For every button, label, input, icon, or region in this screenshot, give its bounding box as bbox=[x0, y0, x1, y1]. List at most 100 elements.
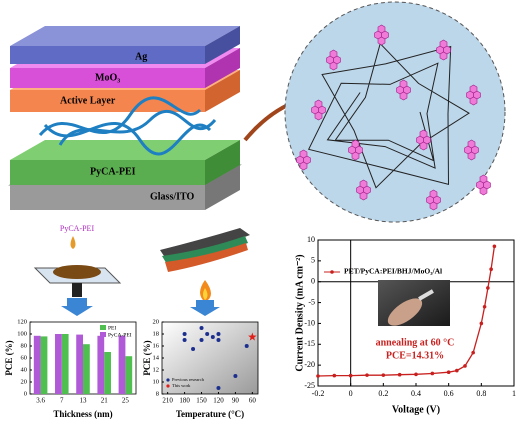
x-tick-label: 0.4 bbox=[411, 389, 421, 398]
legend-swatch bbox=[100, 332, 106, 337]
point bbox=[210, 335, 215, 339]
molecule bbox=[296, 24, 491, 211]
layer-label: PyCA-PEI bbox=[90, 166, 136, 177]
pyrene-ring bbox=[419, 141, 428, 151]
jv-marker bbox=[430, 371, 435, 376]
bar bbox=[97, 335, 105, 394]
x-axis-label: Voltage (V) bbox=[392, 404, 440, 415]
x-tick-label: 60 bbox=[249, 397, 257, 405]
y-tick-label: 120 bbox=[17, 318, 27, 325]
pyrene-ring bbox=[467, 139, 476, 149]
pyrene-ring bbox=[479, 174, 488, 184]
legend-marker bbox=[166, 384, 170, 388]
pyrene-ring bbox=[299, 149, 308, 159]
pyrene-ring bbox=[439, 51, 448, 61]
y-tick-label: 18 bbox=[153, 330, 160, 337]
pyrene-ring bbox=[314, 99, 323, 109]
legend-label: PET/PyCA:PEI/BHJ/MoO₃/Al bbox=[344, 267, 442, 276]
pyrene-ring bbox=[351, 139, 360, 149]
annotation: annealing at 60 °C bbox=[376, 337, 455, 348]
device-strip bbox=[418, 289, 434, 301]
y-tick-label: 5 bbox=[311, 256, 315, 265]
y-tick-label: 20 bbox=[153, 318, 160, 325]
legend-swatch bbox=[100, 325, 106, 330]
pyrene-ring bbox=[377, 36, 386, 46]
pyrene-ring bbox=[469, 96, 478, 106]
jv-marker bbox=[316, 374, 320, 378]
pyrene-ring bbox=[429, 201, 438, 211]
y-axis-label: PCE (%) bbox=[4, 340, 14, 375]
point bbox=[216, 338, 221, 342]
spin-coater bbox=[33, 236, 122, 297]
y-tick-label: 16 bbox=[153, 342, 160, 349]
jv-marker bbox=[332, 373, 337, 378]
pyrene-ring bbox=[429, 189, 438, 199]
x-tick-label: 0.6 bbox=[444, 389, 454, 398]
y-tick-label: -25 bbox=[304, 381, 315, 390]
pyrene-ring bbox=[419, 129, 428, 139]
x-axis-label: Temperature (°C) bbox=[176, 409, 244, 419]
x-tick-label: 0 bbox=[349, 389, 353, 398]
flexible-film bbox=[160, 228, 250, 302]
jv-marker bbox=[381, 373, 386, 377]
point bbox=[191, 347, 196, 351]
jv-marker bbox=[492, 244, 497, 249]
legend-label: This work bbox=[172, 383, 191, 388]
legend-marker bbox=[330, 270, 334, 274]
pyrene-ring bbox=[439, 39, 448, 49]
y-tick-label: 10 bbox=[307, 235, 315, 244]
pyrene-ring bbox=[299, 161, 308, 171]
bar bbox=[83, 344, 90, 394]
bar bbox=[104, 352, 111, 394]
pyrene-ring bbox=[399, 91, 408, 101]
bar bbox=[40, 336, 48, 394]
layer-label: Glass/ITO bbox=[150, 191, 194, 202]
point bbox=[216, 332, 221, 336]
legend-label: Previous research bbox=[172, 377, 205, 382]
y-tick-label: -20 bbox=[304, 360, 315, 369]
y-tick-label: 10 bbox=[153, 378, 160, 385]
jv-marker bbox=[397, 372, 402, 377]
backbone bbox=[307, 42, 470, 189]
down-arrow bbox=[61, 298, 93, 316]
jv-marker bbox=[365, 373, 369, 377]
x-tick-label: 210 bbox=[162, 397, 173, 405]
x-tick-label: 3.6 bbox=[36, 397, 45, 405]
layer-label: Active Layer bbox=[60, 95, 116, 106]
jv-marker bbox=[414, 372, 418, 377]
jv-marker bbox=[479, 321, 484, 326]
point bbox=[233, 374, 238, 378]
legend-label: PyCA-PEI bbox=[108, 332, 132, 338]
y-tick-label: 0 bbox=[311, 277, 315, 286]
bar bbox=[55, 334, 62, 394]
pyrene-ring bbox=[399, 79, 408, 89]
point bbox=[244, 344, 249, 348]
pyrene-ring bbox=[351, 151, 360, 161]
x-tick-label: 21 bbox=[101, 397, 109, 405]
plot-area bbox=[161, 321, 259, 395]
pyrene-ring bbox=[469, 84, 478, 94]
jv-marker bbox=[489, 267, 493, 272]
point bbox=[182, 338, 187, 342]
layer-label: Ag bbox=[135, 51, 147, 62]
x-tick-label: 150 bbox=[196, 397, 207, 405]
y-tick-label: 60 bbox=[21, 354, 28, 361]
annotation: PCE=14.31% bbox=[386, 350, 444, 361]
pyrene-ring bbox=[359, 179, 368, 189]
legend-marker bbox=[166, 378, 170, 382]
bar bbox=[76, 334, 83, 394]
y-tick-label: -10 bbox=[304, 318, 315, 327]
x-axis-label: Thickness (nm) bbox=[53, 409, 112, 419]
y-tick-label: 14 bbox=[153, 354, 160, 361]
finger bbox=[387, 298, 423, 326]
device-stack bbox=[8, 26, 242, 210]
jv-marker bbox=[455, 368, 459, 373]
process-label: PyCA-PEI bbox=[60, 224, 95, 233]
point bbox=[199, 338, 204, 342]
pyrene-ring bbox=[467, 151, 476, 161]
x-tick-label: -0.2 bbox=[312, 389, 325, 398]
y-tick-label: 40 bbox=[21, 366, 28, 373]
layer-label: MoO₃ bbox=[95, 72, 120, 83]
legend-label: PEI bbox=[108, 325, 116, 331]
jv-marker bbox=[482, 304, 487, 309]
